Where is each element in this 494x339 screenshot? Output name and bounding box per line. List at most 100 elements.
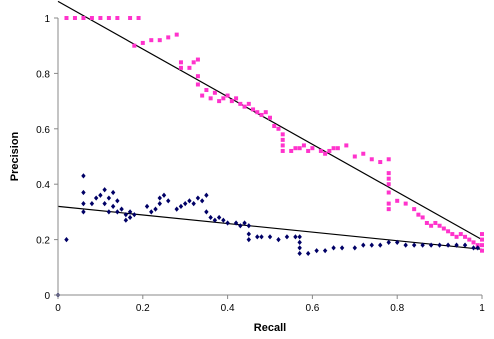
data-point-square (344, 143, 349, 148)
data-point-square (310, 146, 315, 151)
y-tick-label: 0 (44, 291, 50, 302)
data-point-diamond (428, 242, 434, 248)
data-point-diamond (153, 206, 158, 212)
data-point-square (106, 16, 111, 20)
data-point-square (221, 96, 226, 101)
data-point-square (323, 151, 328, 156)
data-point-diamond (216, 214, 222, 221)
data-point-diamond (199, 198, 205, 204)
data-point-diamond (386, 239, 391, 245)
data-point-square (429, 223, 434, 228)
data-point-diamond (322, 248, 328, 254)
data-point-diamond (208, 214, 213, 221)
data-point-square (335, 146, 340, 151)
data-point-square (331, 146, 336, 151)
x-tick-label: 0.2 (136, 303, 150, 314)
data-point-square (115, 16, 120, 20)
data-point-diamond (123, 212, 129, 218)
data-point-square (280, 137, 285, 142)
data-point-diamond (267, 234, 273, 240)
data-point-square (178, 65, 183, 70)
data-point-square (272, 124, 277, 129)
data-point-square (318, 148, 323, 153)
data-point-square (450, 232, 455, 237)
data-point-diamond (259, 234, 264, 240)
data-point-diamond (89, 200, 95, 207)
data-point-diamond (195, 195, 201, 201)
data-point-square (136, 16, 141, 20)
data-point-square (64, 16, 69, 20)
data-point-square (229, 99, 234, 104)
data-point-square (251, 107, 256, 112)
data-point-diamond (361, 242, 366, 248)
data-point-diamond (178, 203, 184, 209)
data-point-square (280, 148, 285, 153)
data-point-diamond (411, 242, 417, 248)
data-point-diamond (297, 245, 302, 251)
data-point-diamond (157, 200, 162, 207)
data-point-square (259, 112, 264, 117)
data-point-square (433, 220, 438, 225)
x-tick-label: 0 (55, 303, 61, 314)
data-point-diamond (437, 242, 442, 248)
data-point-square (412, 207, 417, 212)
data-point-diamond (174, 206, 179, 212)
data-point-square (132, 43, 137, 48)
data-point-diamond (102, 187, 107, 193)
data-point-diamond (98, 192, 103, 198)
data-point-square (386, 207, 391, 212)
x-tick-label: 0.6 (305, 303, 319, 314)
data-point-square (386, 201, 391, 206)
data-point-diamond (187, 198, 192, 204)
data-point-square (191, 60, 196, 65)
data-point-square (204, 88, 209, 93)
data-point-square (263, 110, 268, 115)
data-point-diamond (403, 242, 408, 248)
data-point-diamond (246, 223, 251, 229)
tick-layer: 0 0.2 0.4 0.6 0.8 1 0 0.2 0.4 0.6 0.8 1 (36, 14, 485, 314)
data-point-diamond (420, 242, 425, 248)
data-point-square (480, 232, 484, 237)
data-point-square (416, 212, 421, 217)
data-point-square (178, 60, 183, 65)
data-point-square (212, 90, 217, 95)
data-point-diamond (352, 245, 357, 251)
data-point-square (395, 198, 400, 203)
data-point-diamond (115, 198, 120, 204)
data-point-diamond (106, 209, 112, 215)
data-point-diamond (339, 245, 345, 251)
data-point-diamond (149, 209, 154, 215)
data-point-square (268, 115, 272, 120)
data-point-square (454, 234, 459, 239)
data-point-diamond (314, 248, 319, 254)
data-point-square (208, 96, 213, 101)
data-point-diamond (127, 209, 133, 215)
data-point-diamond (183, 200, 188, 207)
data-point-square (369, 157, 374, 162)
data-point-square (89, 16, 94, 20)
data-point-diamond (110, 203, 116, 209)
data-point-diamond (127, 214, 133, 221)
data-point-square (301, 143, 306, 148)
data-point-diamond (233, 220, 239, 226)
data-point-diamond (331, 245, 336, 251)
data-point-square (217, 99, 222, 104)
data-point-diamond (81, 189, 86, 196)
data-point-square (463, 234, 468, 239)
trendline-layer (57, 0, 483, 250)
data-point-square (420, 215, 425, 220)
data-point-square (403, 201, 408, 206)
data-point-square (234, 96, 239, 101)
data-point-square (361, 151, 366, 156)
data-point-square (424, 220, 429, 225)
x-axis-title: Recall (254, 322, 286, 334)
data-point-square (386, 190, 391, 195)
data-point-square (187, 65, 192, 70)
data-point-square (174, 32, 179, 37)
data-point-square (225, 93, 230, 98)
data-point-diamond (462, 242, 468, 248)
data-point-diamond (157, 195, 162, 201)
data-point-diamond (102, 200, 107, 207)
x-tick-label: 0.8 (390, 303, 404, 314)
data-point-diamond (212, 217, 218, 223)
